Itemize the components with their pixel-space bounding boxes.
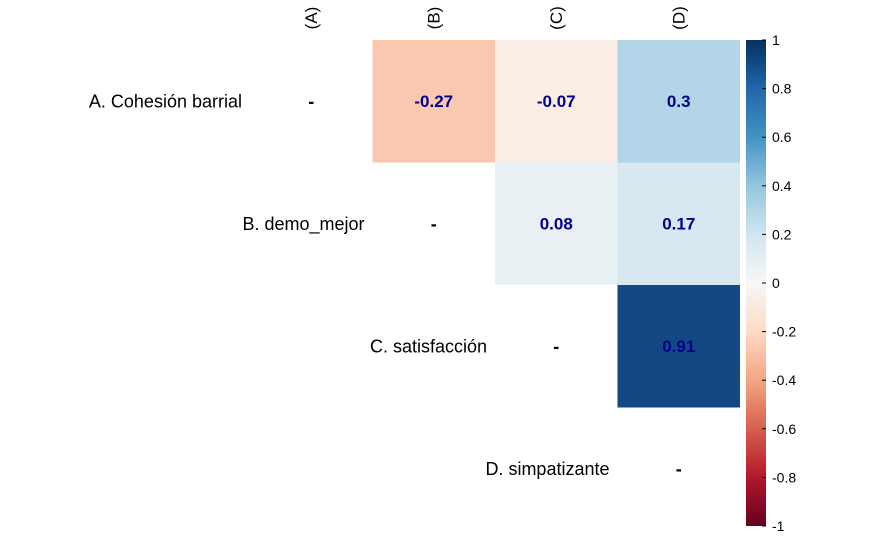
heatmap-cell xyxy=(617,285,740,408)
cell-value-label: 0.3 xyxy=(667,92,691,111)
colorbar-tick-label: 0.4 xyxy=(772,178,792,194)
cell-value-label: 0.08 xyxy=(540,214,573,233)
colorbar-tick-label: 0.6 xyxy=(772,129,792,145)
colorbar-tick-label: -1 xyxy=(772,518,785,534)
row-label: B. demo_mejor xyxy=(242,214,364,235)
diagonal-dash: - xyxy=(308,91,314,111)
heatmap-cell xyxy=(372,40,495,163)
colorbar-tick-label: 0.2 xyxy=(772,226,792,242)
colorbar-tick-label: -0.8 xyxy=(772,469,796,485)
colorbar-tick-label: 1 xyxy=(772,32,780,48)
heatmap-cell xyxy=(495,40,618,163)
heatmap-cell xyxy=(617,40,740,163)
axis-labels: - A. Cohesión barrial - B. demo_mejor - C. sa… xyxy=(89,6,688,479)
diagonal-dash: - xyxy=(431,214,437,234)
column-label: (C) xyxy=(547,6,566,30)
row-label: A. Cohesión barrial xyxy=(89,91,242,111)
colorbar-tick-label: 0 xyxy=(772,275,780,291)
cell-value-label: -0.27 xyxy=(414,92,453,111)
colorbar-tick-label: -0.6 xyxy=(772,421,796,437)
column-label: (B) xyxy=(424,7,443,30)
diagonal-dash: - xyxy=(553,336,559,356)
colorbar-tick-label: 0.8 xyxy=(772,81,792,97)
column-label: (D) xyxy=(669,6,688,30)
colorbar: 1 0.8 0.6 0.4 0.2 0 -0.2 -0.4 -0.6 -0.8 -1 xyxy=(746,32,796,534)
heatmap-cells: -0.27 -0.07 0.3 0.08 0.17 0.91 xyxy=(372,40,740,408)
cell-value-label: 0.17 xyxy=(662,214,695,233)
colorbar-tick-label: -0.2 xyxy=(772,324,796,340)
heatmap-cell xyxy=(495,162,618,285)
cell-value-label: 0.91 xyxy=(662,337,695,356)
column-label: (A) xyxy=(302,7,321,30)
diagonal-dash: - xyxy=(676,459,682,479)
row-label: D. simpatizante xyxy=(485,459,609,479)
row-label: C. satisfacción xyxy=(370,336,487,356)
heatmap-cell xyxy=(617,162,740,285)
colorbar-gradient xyxy=(746,40,766,526)
cell-value-label: -0.07 xyxy=(537,92,576,111)
colorbar-tick-label: -0.4 xyxy=(772,372,796,388)
